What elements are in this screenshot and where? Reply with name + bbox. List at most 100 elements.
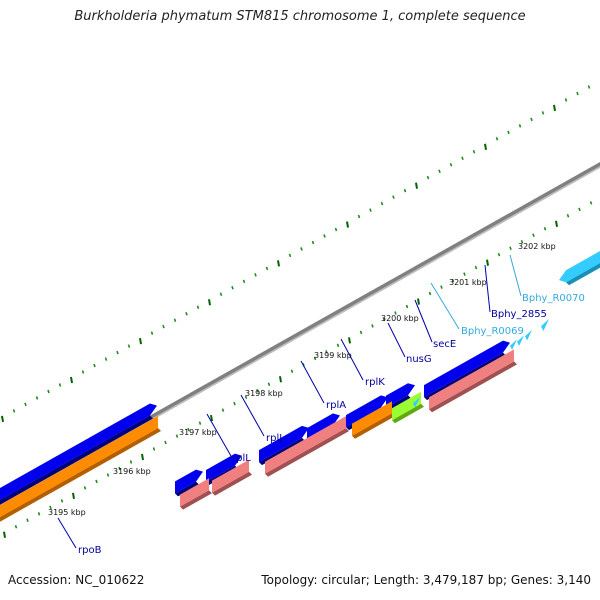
gene-label: Bphy_R0069	[461, 326, 524, 337]
leader-line	[300, 360, 325, 404]
gene-label: secE	[433, 339, 456, 350]
cds-block	[386, 383, 415, 408]
cds-block-shade	[424, 352, 506, 401]
tick-mark	[371, 324, 374, 328]
tick-mark	[231, 286, 234, 290]
tick-mark	[164, 440, 167, 445]
tick-mark	[196, 305, 200, 309]
tick-mark	[58, 383, 62, 387]
tick-mark	[440, 285, 443, 289]
rna-gene-block-shade	[566, 263, 600, 286]
tick-mark	[497, 252, 501, 257]
green-feature-block	[392, 391, 421, 421]
tick-mark	[116, 350, 119, 355]
tick-mark	[553, 104, 556, 112]
tick-mark	[242, 279, 246, 284]
kbp-label: 3195 kbp	[48, 508, 86, 517]
tick-mark	[346, 221, 349, 228]
tick-mark	[152, 447, 156, 451]
kbp-label: 3198 kbp	[245, 389, 283, 398]
tick-mark	[334, 227, 338, 232]
leader-line	[340, 338, 364, 381]
tick-mark	[555, 220, 558, 227]
tick-mark	[449, 162, 453, 167]
tick-mark	[198, 421, 202, 425]
pink-feature-block-shade	[180, 490, 212, 510]
tick-mark	[267, 382, 271, 386]
tick-mark	[173, 318, 177, 322]
gene-label: rpoB	[78, 545, 102, 556]
tick-mark	[210, 414, 213, 422]
tick-mark	[290, 369, 294, 374]
tick-mark	[541, 111, 545, 115]
tick-mark	[118, 466, 121, 471]
pink-feature-block-shade	[429, 361, 517, 413]
tick-mark	[277, 260, 280, 267]
tick-mark	[279, 376, 282, 383]
cds-block	[206, 453, 242, 482]
tick-mark	[127, 344, 131, 348]
tick-mark	[300, 247, 303, 251]
tick-mark	[484, 143, 487, 150]
tick-mark	[60, 499, 64, 503]
cds-block-shade	[386, 395, 411, 411]
rna-gene-marker	[517, 335, 524, 346]
tick-mark	[244, 395, 248, 399]
tick-mark	[392, 195, 395, 199]
cds-block	[259, 425, 309, 463]
kbp-label: 3199 kbp	[314, 351, 352, 360]
tick-mark	[129, 460, 133, 464]
tick-mark	[208, 299, 211, 306]
tick-mark	[380, 201, 384, 206]
leader-line	[484, 264, 491, 313]
tick-mark	[139, 337, 142, 345]
tick-mark	[14, 525, 18, 529]
pink-feature-block-shade	[265, 428, 349, 477]
cds-block-shade	[259, 437, 305, 466]
rna-gene-marker	[510, 339, 517, 350]
tick-mark	[24, 402, 27, 407]
tick-mark	[150, 331, 154, 335]
tick-mark	[438, 169, 441, 173]
tick-mark	[403, 188, 407, 193]
pink-feature-block	[265, 416, 346, 474]
tick-mark	[141, 453, 144, 461]
tick-mark	[428, 291, 432, 296]
gene-label: rplA	[326, 400, 346, 411]
tick-mark	[95, 479, 98, 484]
tick-mark	[369, 208, 372, 212]
rna-gene-marker	[413, 397, 420, 408]
kbp-label: 3196 kbp	[113, 467, 151, 476]
tick-mark	[26, 518, 29, 523]
cds-block	[0, 403, 157, 501]
tick-mark	[589, 201, 593, 205]
orange-feature-block	[352, 401, 392, 436]
tick-mark	[348, 337, 351, 344]
tick-mark	[426, 175, 430, 180]
tick-mark	[336, 343, 340, 348]
tick-mark	[221, 408, 225, 412]
tick-mark	[587, 85, 591, 89]
tick-mark	[219, 292, 223, 297]
tick-mark	[83, 486, 87, 490]
tick-mark	[47, 389, 50, 394]
tick-mark	[495, 137, 499, 141]
tick-tracks	[1, 85, 593, 538]
tick-mark	[81, 370, 85, 374]
kbp-tick-labels: 3195 kbp 3196 kbp 3197 kbp 3198 kbp 3199…	[48, 242, 556, 517]
tick-mark	[49, 505, 52, 510]
pink-feature-block	[180, 478, 209, 507]
rna-gene-marker	[525, 329, 532, 341]
tick-mark	[357, 214, 361, 219]
tick-mark	[578, 207, 581, 212]
cds-block	[175, 469, 203, 494]
tick-mark	[325, 350, 328, 354]
gene-label-leaders	[57, 254, 522, 549]
rna-gene-block	[559, 251, 600, 283]
tick-mark	[472, 150, 476, 154]
accession-text: Accession: NC_010622	[8, 573, 145, 587]
tick-mark	[463, 272, 466, 276]
tick-mark	[187, 427, 190, 432]
